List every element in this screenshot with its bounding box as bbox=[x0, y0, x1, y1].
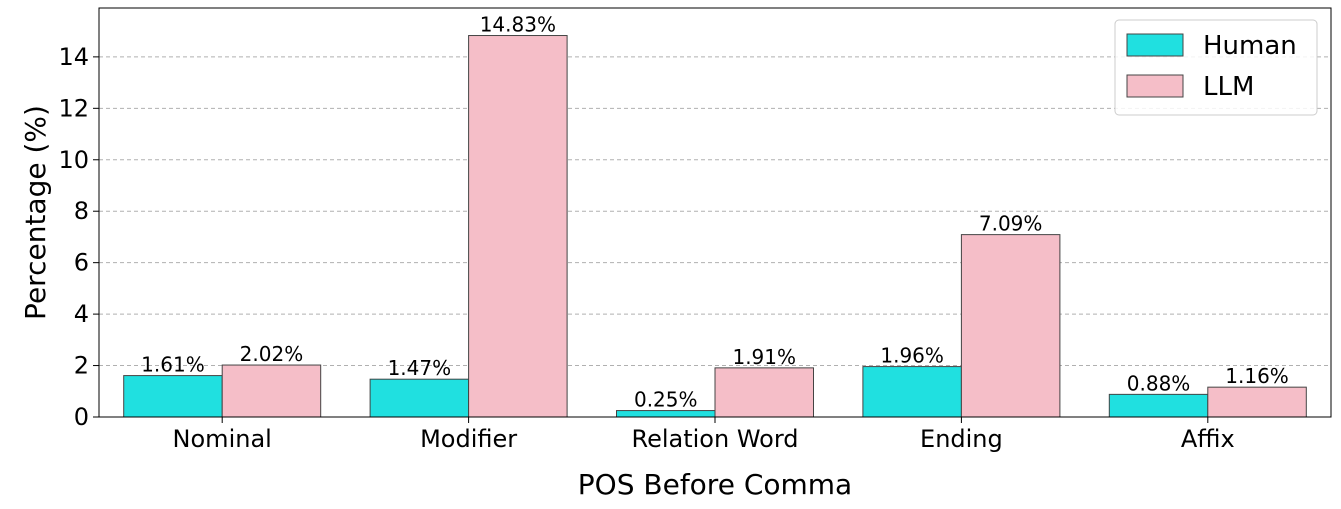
y-axis-ticks: 0 2 4 6 8 10 12 14 bbox=[58, 43, 99, 431]
data-label: 1.16% bbox=[1225, 364, 1289, 388]
y-tick-label: 4 bbox=[74, 300, 89, 328]
y-axis-title: Percentage (%) bbox=[19, 105, 52, 320]
y-tick-label: 10 bbox=[58, 146, 89, 174]
data-label: 1.47% bbox=[388, 356, 452, 380]
x-tick-label: Relation Word bbox=[631, 425, 798, 453]
y-tick-label: 8 bbox=[74, 197, 89, 225]
x-tick-label: Nominal bbox=[173, 425, 272, 453]
grid-lines bbox=[99, 56, 1331, 367]
data-label: 2.02% bbox=[240, 342, 304, 366]
legend-swatch-human bbox=[1126, 33, 1184, 57]
bar-llm-relation-word bbox=[714, 367, 814, 418]
bar-llm-ending bbox=[960, 234, 1061, 418]
x-tick-label: Affix bbox=[1181, 425, 1235, 453]
bar-human-ending bbox=[862, 366, 962, 418]
data-label: 0.88% bbox=[1127, 371, 1191, 395]
bar-llm-nominal bbox=[221, 364, 322, 418]
x-tick-label: Ending bbox=[920, 425, 1003, 453]
x-axis-ticks: Nominal Modifier Relation Word Ending Affix bbox=[173, 417, 1235, 453]
bar-llm-affix bbox=[1207, 386, 1307, 418]
data-label: 1.61% bbox=[141, 353, 205, 377]
data-label: 1.91% bbox=[732, 345, 796, 369]
y-tick-label: 12 bbox=[58, 94, 89, 122]
x-axis-title: POS Before Comma bbox=[578, 468, 852, 501]
data-label: 0.25% bbox=[634, 388, 698, 412]
data-label: 7.09% bbox=[979, 212, 1043, 236]
bar-human-nominal bbox=[123, 375, 223, 418]
legend-label-human: Human bbox=[1203, 31, 1297, 61]
bar-human-modifier bbox=[369, 378, 470, 418]
bars bbox=[123, 35, 1307, 418]
data-labels: 1.61% 2.02% 1.47% 14.83% 0.25% 1.91% 1.96% 7.09… bbox=[141, 13, 1289, 412]
x-tick-label: Modifier bbox=[420, 425, 517, 453]
data-label: 14.83% bbox=[480, 13, 556, 37]
bar-llm-modifier bbox=[468, 35, 568, 418]
y-tick-label: 6 bbox=[74, 249, 89, 277]
y-tick-label: 0 bbox=[74, 403, 89, 431]
bar-human-affix bbox=[1108, 393, 1209, 418]
legend: Human LLM bbox=[1114, 19, 1318, 116]
legend-swatch-llm bbox=[1126, 74, 1184, 98]
y-tick-label: 14 bbox=[58, 43, 89, 71]
y-tick-label: 2 bbox=[74, 352, 89, 380]
data-label: 1.96% bbox=[880, 344, 944, 368]
legend-label-llm: LLM bbox=[1203, 72, 1254, 102]
